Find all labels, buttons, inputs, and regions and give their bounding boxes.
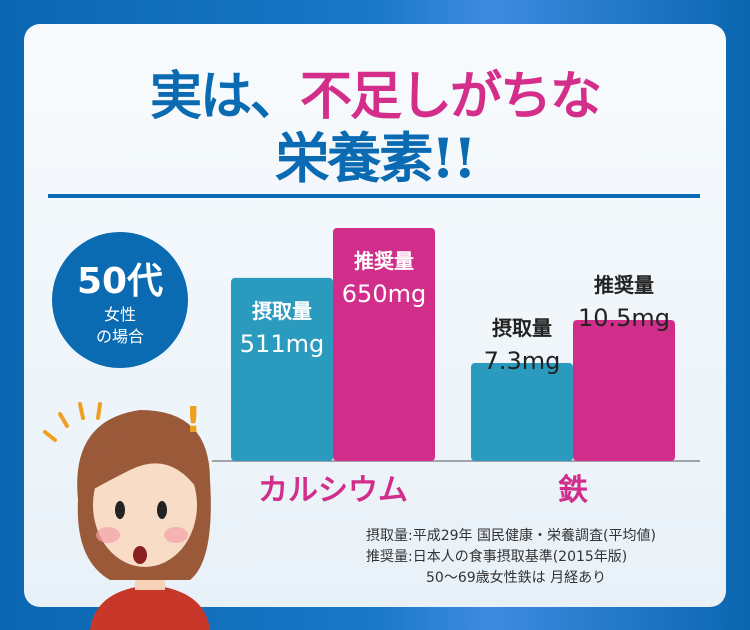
footnote-line3: 50〜69歳女性鉄は 月経あり: [426, 570, 607, 586]
headline-line2: 栄養素!!: [275, 126, 476, 190]
footnote: 摂取量:平成29年 国民健康・栄養調査(平均値) 推奨量:日本人の食事摂取基準(…: [366, 526, 656, 589]
badge-line1: 女性: [103, 305, 136, 324]
bar-value-label: 7.3mg: [484, 347, 561, 375]
footnote-line1: 摂取量:平成29年 国民健康・栄養調査(平均値): [366, 528, 656, 544]
age-badge: 50代 女性 の場合: [52, 232, 188, 368]
bar-series-label: 推奨量: [354, 249, 414, 273]
svg-text:!: !: [185, 400, 201, 441]
bar-value-label: 511mg: [240, 330, 324, 358]
worried-woman-illustration: !: [43, 400, 211, 630]
bar-series-label: 摂取量: [492, 316, 552, 340]
badge-line2: の場合: [95, 327, 144, 346]
bar-value-label: 650mg: [342, 280, 426, 308]
headline-highlight: 不足しがちな: [300, 66, 602, 127]
badge-age: 50代: [76, 261, 164, 302]
footnote-line2: 推奨量:日本人の食事摂取基準(2015年版): [366, 549, 628, 565]
bar-intake: [471, 362, 573, 461]
bar-value-label: 10.5mg: [578, 304, 670, 332]
category-label: カルシウム: [258, 473, 408, 508]
bar-recommended: [333, 228, 435, 461]
headline-line1: 実は、不足しがちな: [0, 54, 750, 129]
headline-part: 実は、: [149, 66, 302, 127]
bar-series-label: 摂取量: [252, 299, 312, 323]
bar-series-label: 推奨量: [594, 273, 654, 297]
divider: [48, 194, 700, 198]
category-label: 鉄: [558, 473, 588, 508]
bar-recommended: [573, 320, 675, 461]
bar-intake: [231, 277, 333, 461]
